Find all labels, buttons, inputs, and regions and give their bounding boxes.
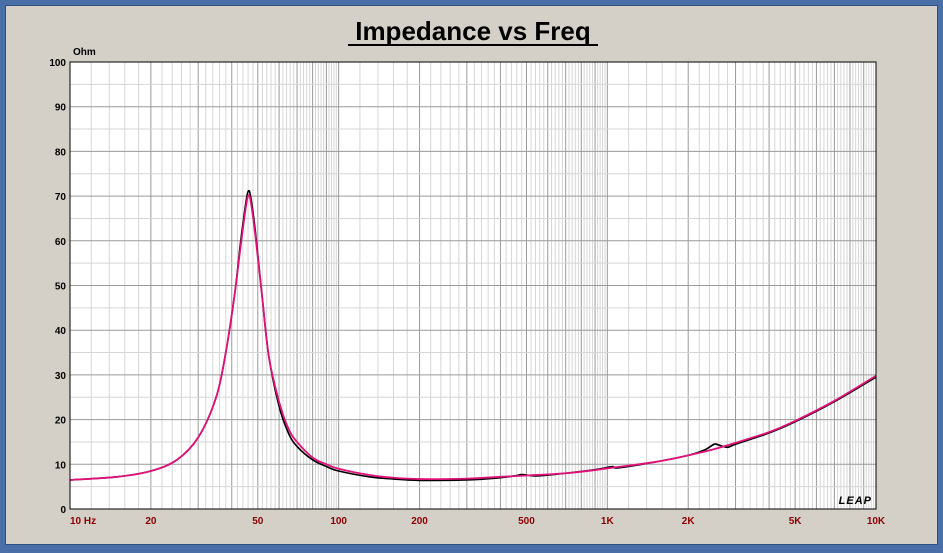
y-tick-label: 10 xyxy=(55,460,67,471)
y-tick-label: 40 xyxy=(55,326,67,337)
y-axis-unit: Ohm xyxy=(73,47,96,58)
x-tick-label: 100 xyxy=(330,516,347,527)
x-tick-label: 200 xyxy=(411,516,428,527)
x-tick-label: 20 xyxy=(145,516,157,527)
x-tick-label: 10 Hz xyxy=(70,516,96,527)
x-tick-label: 1K xyxy=(601,516,615,527)
y-tick-label: 90 xyxy=(55,103,67,114)
x-tick-label: 500 xyxy=(518,516,535,527)
x-tick-label: 50 xyxy=(252,516,264,527)
y-tick-label: 20 xyxy=(55,416,67,427)
y-tick-label: 80 xyxy=(55,147,67,158)
impedance-chart: Impedance vs Freq Ohm 0 10 20 30 40 50 60 70 80 9… xyxy=(49,16,886,527)
chart-window: Impedance vs Freq Ohm 0 10 20 30 40 50 60 70 80 9… xyxy=(5,5,938,545)
chart-title: Impedance vs Freq xyxy=(355,16,591,46)
x-tick-label: 2K xyxy=(682,516,696,527)
x-tick-labels: 10 Hz 20 50 100 200 500 1K 2K 5K 10K xyxy=(70,516,886,527)
y-tick-labels: 0 10 20 30 40 50 60 70 80 90 100 xyxy=(49,58,66,516)
y-tick-label: 30 xyxy=(55,371,67,382)
x-tick-label: 10K xyxy=(867,516,886,527)
y-tick-label: 70 xyxy=(55,192,67,203)
plot-border xyxy=(69,61,877,510)
grid xyxy=(70,61,876,510)
y-tick-label: 0 xyxy=(60,505,66,516)
leap-logo: LEAP xyxy=(839,495,872,507)
impedance-curve-2 xyxy=(69,194,877,481)
y-tick-label: 100 xyxy=(49,58,66,69)
y-tick-label: 60 xyxy=(55,237,67,248)
x-tick-label: 5K xyxy=(789,516,803,527)
y-tick-label: 50 xyxy=(55,282,67,293)
series-lines xyxy=(69,189,877,482)
